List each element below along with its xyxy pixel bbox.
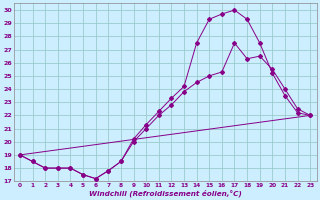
X-axis label: Windchill (Refroidissement éolien,°C): Windchill (Refroidissement éolien,°C) [89, 189, 242, 197]
